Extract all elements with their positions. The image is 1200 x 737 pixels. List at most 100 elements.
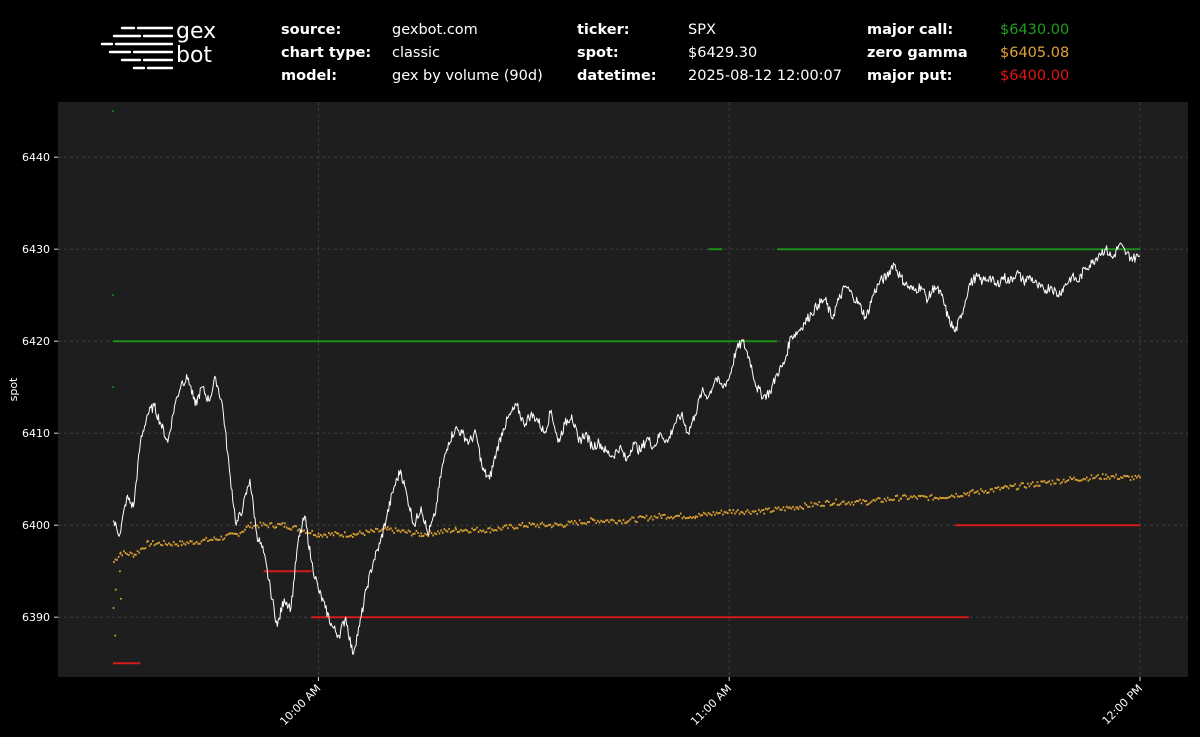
zero-gamma-mark (1087, 479, 1090, 482)
zero-gamma-mark (1085, 476, 1088, 479)
zero-gamma-mark (386, 528, 388, 531)
datetime-value: 2025-08-12 12:00:07 (688, 68, 842, 84)
zero-gamma-mark (789, 506, 791, 509)
zero-gamma-mark (179, 540, 181, 543)
zero-gamma-mark (629, 518, 632, 521)
zero-gamma-mark (735, 510, 738, 513)
zero-gamma-mark (328, 531, 330, 534)
zero-gamma-mark (499, 527, 501, 530)
zero-gamma-mark (469, 531, 472, 534)
zero-gamma-mark (606, 519, 609, 522)
zero-gamma-mark (686, 516, 688, 519)
zero-gamma-mark (561, 524, 563, 527)
zero-gamma-mark (965, 493, 967, 496)
zero-gamma-mark (1074, 478, 1077, 481)
zero-gamma-mark (660, 514, 662, 517)
zero-gamma-mark (707, 511, 710, 514)
zero-gamma-mark (211, 538, 214, 541)
zero-gamma-mark (407, 529, 410, 532)
zero-gamma-mark (519, 524, 522, 527)
zero-gamma-mark (577, 523, 579, 526)
zero-gamma-mark (828, 500, 830, 503)
zero-gamma-mark (756, 513, 758, 516)
zero-gamma-mark (590, 517, 592, 520)
zero-gamma-mark (753, 510, 755, 513)
zero-gamma-mark (308, 532, 310, 535)
zero-gamma-mark (1036, 481, 1039, 484)
major-call-label: major call: (867, 22, 954, 38)
zero-gamma-mark (691, 517, 693, 520)
zero-gamma-mark (383, 527, 385, 530)
zero-gamma-mark (986, 492, 989, 495)
zero-gamma-mark (1105, 477, 1108, 480)
zero-gamma-mark (515, 526, 517, 529)
zero-gamma-mark (802, 507, 805, 510)
zero-gamma-mark (793, 508, 796, 511)
zero-gamma-mark (992, 490, 995, 493)
zero-gamma-mark (492, 529, 495, 532)
y-tick-label: 6440 (22, 151, 50, 164)
zero-gamma-mark (523, 525, 526, 528)
zero-gamma-mark (1110, 475, 1113, 478)
zero-gamma-mark (922, 495, 925, 498)
zero-gamma-mark (171, 544, 173, 547)
zero-gamma-mark (507, 527, 509, 530)
zero-gamma-mark (807, 505, 809, 508)
zero-gamma-mark (126, 553, 128, 556)
zero-gamma-mark (745, 510, 747, 513)
zero-gamma-mark (168, 542, 170, 545)
zero-gamma-mark (566, 523, 568, 526)
zero-gamma-mark (231, 532, 234, 535)
zero-gamma-mark (722, 513, 724, 516)
zero-gamma-mark (365, 529, 368, 532)
zero-gamma-mark (675, 515, 677, 518)
zero-gamma-mark (152, 540, 154, 543)
zero-gamma-mark (491, 528, 493, 531)
spot-price-line (112, 242, 1141, 655)
zero-gamma-mark (272, 525, 274, 528)
zero-gamma-mark (942, 496, 945, 499)
zero-gamma-mark (934, 496, 937, 499)
zero-gamma-mark (725, 511, 727, 514)
zero-gamma-mark (694, 515, 697, 518)
zero-gamma-mark (270, 522, 273, 525)
zero-gamma-mark (883, 497, 886, 500)
zero-gamma-mark (200, 540, 203, 543)
zero-gamma-mark (410, 534, 413, 537)
y-tick-label: 6390 (22, 611, 50, 624)
zero-gamma-mark (927, 499, 930, 502)
zero-gamma-mark (1064, 481, 1067, 484)
zero-gamma-mark (896, 494, 899, 497)
zero-gamma-mark (1082, 477, 1085, 480)
zero-gamma-mark (147, 540, 149, 543)
zero-gamma-mark (637, 516, 640, 519)
zero-gamma-mark (748, 511, 750, 514)
zero-gamma-mark (441, 531, 444, 534)
zero-gamma-mark (127, 554, 130, 557)
zero-gamma-mark (989, 488, 992, 491)
zero-gamma-mark (535, 525, 537, 528)
zero-gamma-mark (847, 501, 850, 504)
zero-gamma-mark (518, 523, 520, 526)
zero-gamma-mark (758, 508, 760, 511)
zero-gamma-mark (189, 540, 192, 543)
zero-gamma-mark (880, 500, 883, 503)
zero-gamma-mark (821, 504, 824, 507)
zero-gamma-mark (815, 502, 817, 505)
zero-gamma-mark (893, 498, 895, 501)
zero-gamma-mark (362, 532, 364, 535)
zero-gamma-mark (352, 535, 354, 538)
zero-gamma-mark (776, 507, 778, 510)
zero-gamma-mark (298, 528, 301, 531)
zero-gamma-mark (489, 531, 492, 534)
zero-gamma-mark (782, 506, 785, 509)
zero-gamma-mark (614, 521, 617, 524)
zero-gamma-mark (950, 494, 953, 497)
zero-gamma-mark (144, 547, 147, 550)
zero-gamma-mark (1019, 484, 1021, 487)
zero-gamma-mark (820, 505, 822, 508)
zero-gamma-mark (835, 498, 837, 501)
zero-gamma-mark (852, 503, 855, 506)
major-put-label: major put: (867, 68, 953, 84)
zero-gamma-mark (448, 527, 450, 530)
